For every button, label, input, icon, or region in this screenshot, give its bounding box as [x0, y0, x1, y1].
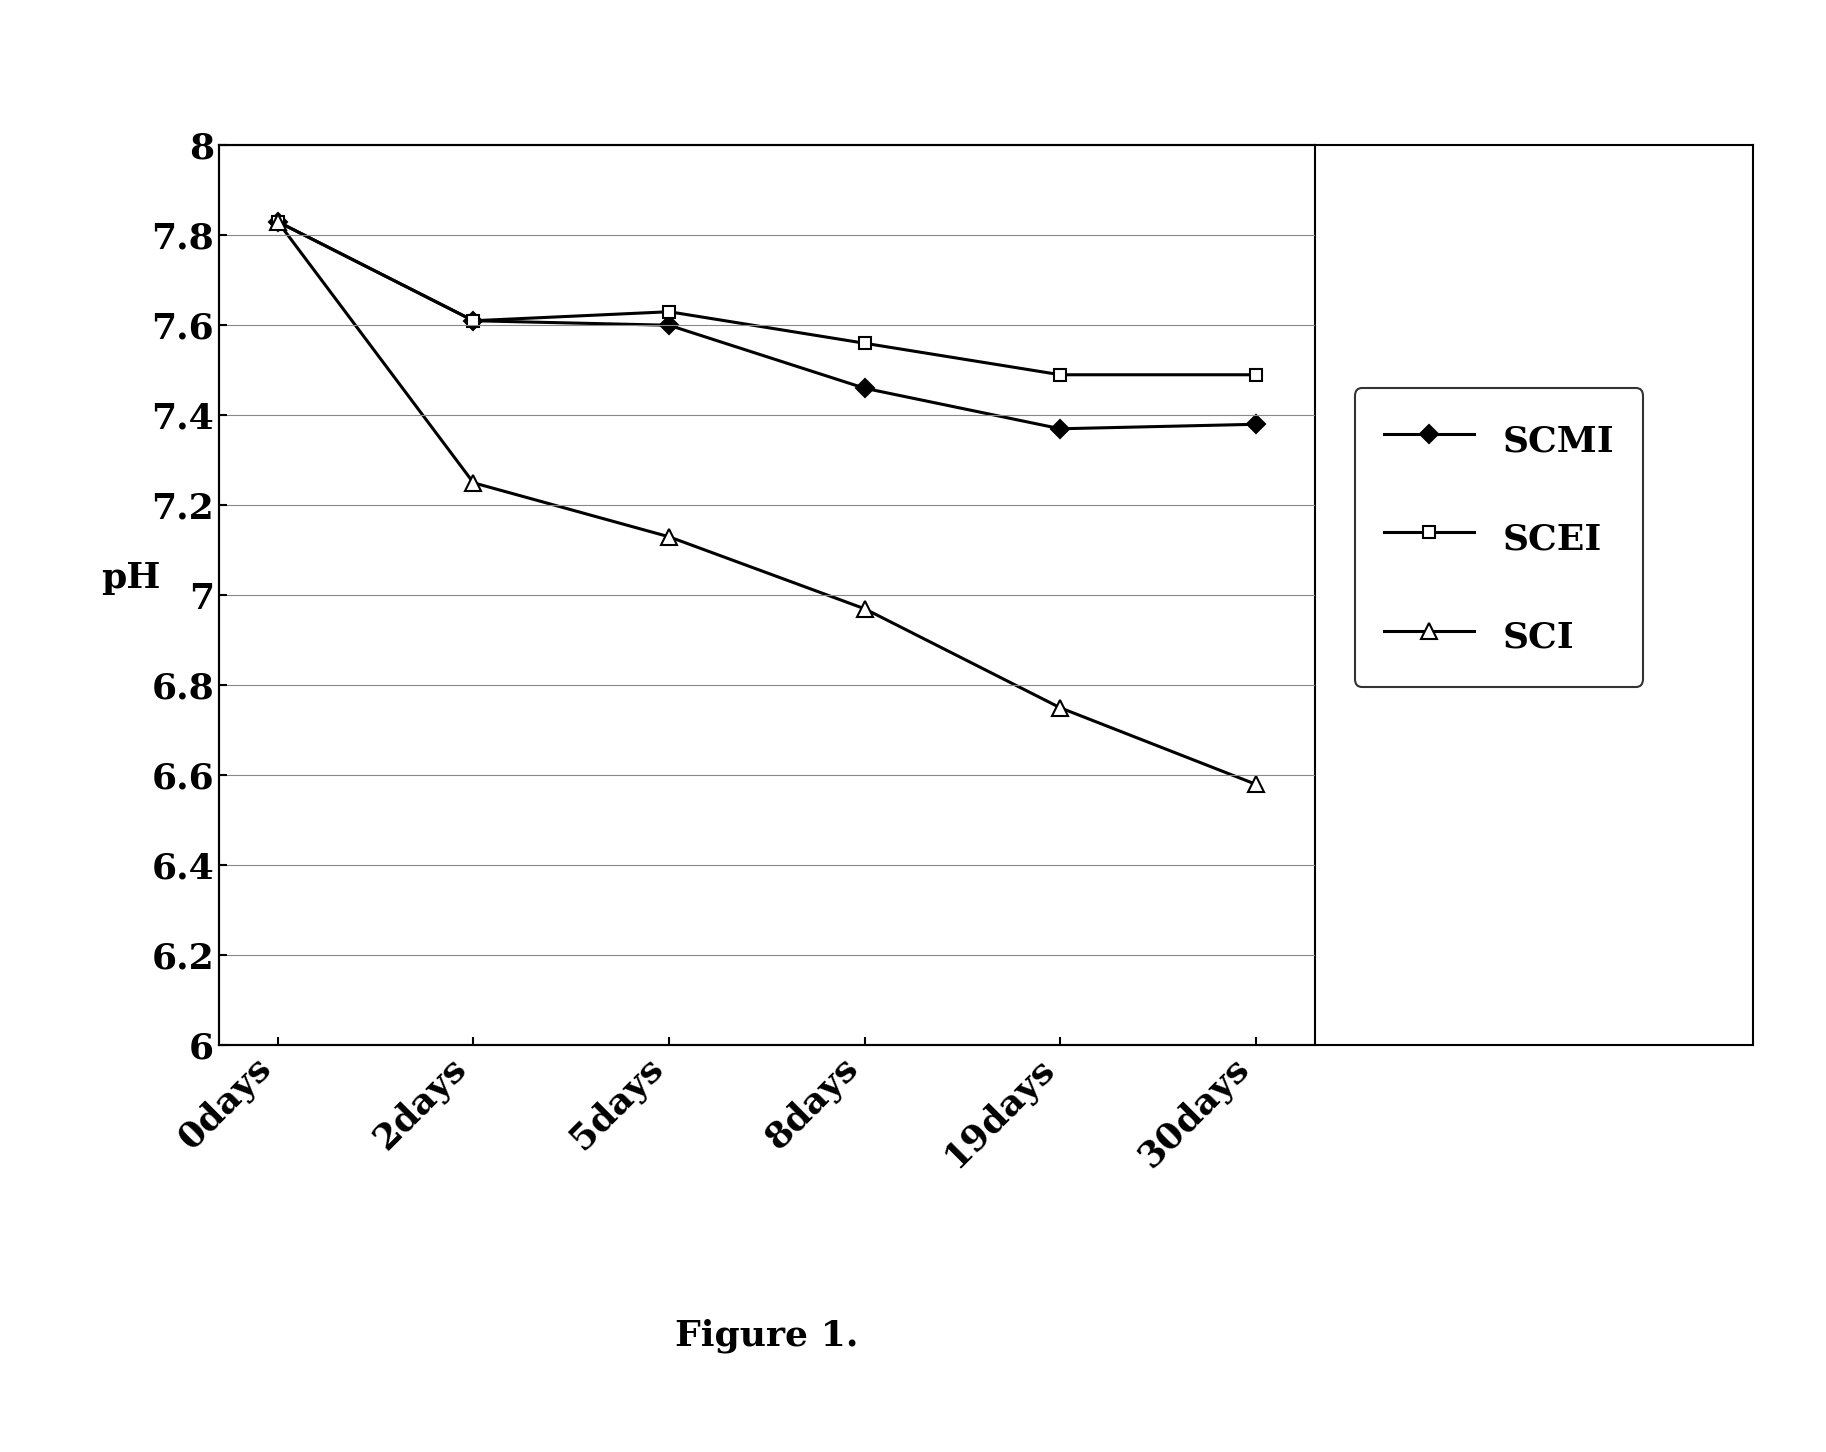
Text: Figure 1.: Figure 1. — [676, 1318, 858, 1353]
SCEI — [462, 312, 484, 330]
SCI — [1050, 700, 1072, 717]
Line: SCEI: SCEI — [272, 215, 1262, 380]
Line: SCMI: SCMI — [272, 215, 1262, 436]
SCI — [657, 529, 679, 546]
SCMI — [855, 379, 876, 396]
SCMI — [657, 317, 679, 334]
SCI — [267, 213, 289, 231]
SCI — [855, 600, 876, 617]
SCMI — [1050, 420, 1072, 437]
Legend: SCMI, SCEI, SCI: SCMI, SCEI, SCI — [1355, 388, 1643, 687]
Line: SCI: SCI — [270, 213, 1264, 791]
SCI — [462, 475, 484, 492]
SCMI — [267, 213, 289, 231]
SCEI — [1245, 366, 1267, 383]
SCEI — [267, 213, 289, 231]
SCEI — [1050, 366, 1072, 383]
SCEI — [855, 334, 876, 351]
SCMI — [1245, 415, 1267, 433]
SCI — [1245, 775, 1267, 793]
Y-axis label: pH: pH — [100, 562, 161, 595]
SCEI — [657, 303, 679, 321]
SCMI — [462, 312, 484, 330]
